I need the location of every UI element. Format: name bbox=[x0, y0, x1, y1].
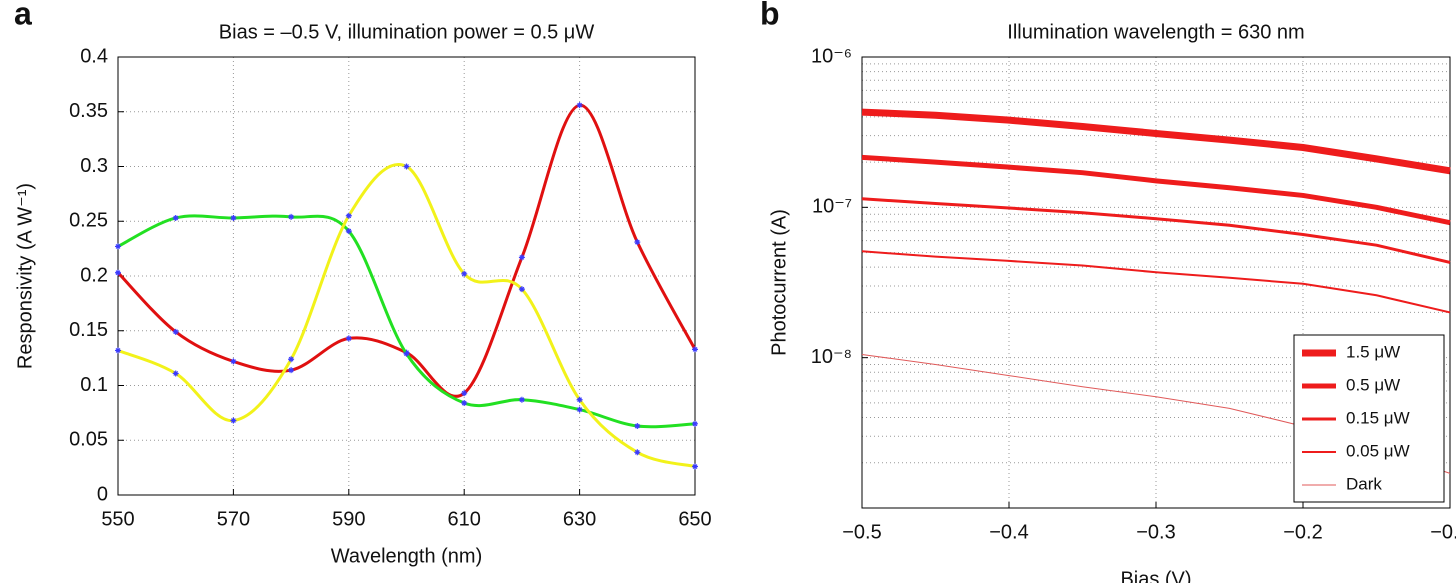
series-line bbox=[117, 214, 696, 429]
x-tick-label: 650 bbox=[678, 508, 711, 530]
marker bbox=[634, 239, 641, 246]
marker bbox=[518, 396, 525, 403]
y-tick-label: 0.35 bbox=[69, 100, 108, 122]
marker bbox=[172, 214, 179, 221]
y-tick-label: 10⁻⁷ bbox=[812, 196, 852, 218]
marker bbox=[115, 269, 121, 276]
marker bbox=[692, 346, 698, 353]
y-axis-label: Responsivity (A W⁻¹) bbox=[14, 183, 36, 369]
x-tick-label: −0.2 bbox=[1283, 521, 1322, 543]
y-tick-label: 10⁻⁶ bbox=[811, 45, 852, 67]
marker bbox=[345, 228, 352, 235]
y-tick-label: 0.25 bbox=[69, 210, 108, 232]
marker bbox=[288, 213, 295, 220]
y-tick-label: 10⁻⁸ bbox=[811, 346, 852, 368]
panel: a Bias = –0.5 V, illumination power = 0.5… bbox=[14, 0, 712, 567]
marker bbox=[692, 463, 698, 470]
y-tick-label: 0.2 bbox=[80, 264, 108, 286]
series-line bbox=[117, 163, 696, 468]
series-line bbox=[861, 108, 1451, 175]
marker bbox=[230, 358, 237, 365]
marker bbox=[230, 417, 237, 424]
legend-label: 1.5 μW bbox=[1346, 342, 1400, 361]
x-tick-label: 550 bbox=[101, 508, 134, 530]
marker bbox=[403, 350, 410, 357]
marker bbox=[172, 328, 179, 335]
marker bbox=[634, 449, 641, 456]
marker bbox=[115, 347, 121, 354]
x-tick-label: 590 bbox=[332, 508, 365, 530]
series-line bbox=[861, 250, 1451, 314]
y-tick-label: 0.3 bbox=[80, 155, 108, 177]
marker bbox=[230, 214, 237, 221]
plot-frame bbox=[117, 56, 696, 496]
marker bbox=[634, 423, 641, 430]
panel-label: b bbox=[760, 0, 780, 31]
y-tick-label: 0 bbox=[97, 483, 108, 505]
chart-title: Illumination wavelength = 630 nm bbox=[1007, 21, 1304, 43]
marker bbox=[403, 163, 410, 170]
panel-label: a bbox=[14, 0, 32, 31]
x-tick-label: 570 bbox=[217, 508, 250, 530]
x-tick-label: −0.1 bbox=[1430, 521, 1456, 543]
marker bbox=[461, 400, 468, 407]
series-line bbox=[861, 154, 1451, 226]
x-tick-label: 610 bbox=[448, 508, 481, 530]
panel: b Illumination wavelength = 630 nm Bias (V… bbox=[760, 0, 1456, 583]
marker bbox=[345, 212, 352, 219]
marker bbox=[576, 406, 583, 413]
legend-label: 0.05 μW bbox=[1346, 441, 1410, 460]
x-axis-label: Bias (V) bbox=[1120, 568, 1191, 583]
marker bbox=[576, 102, 583, 109]
y-tick-label: 0.4 bbox=[80, 45, 108, 67]
chart-title: Bias = –0.5 V, illumination power = 0.5 … bbox=[219, 21, 595, 43]
marker bbox=[461, 270, 468, 277]
x-tick-label: −0.4 bbox=[989, 521, 1028, 543]
marker bbox=[345, 335, 352, 342]
y-axis-label: Photocurrent (A) bbox=[768, 209, 790, 356]
marker bbox=[288, 356, 295, 363]
marker bbox=[288, 367, 295, 374]
marker bbox=[172, 370, 179, 377]
marker bbox=[692, 420, 698, 427]
x-tick-label: 630 bbox=[563, 508, 596, 530]
y-tick-label: 0.05 bbox=[69, 429, 108, 451]
marker bbox=[518, 286, 525, 293]
marker bbox=[518, 254, 525, 261]
x-tick-label: −0.5 bbox=[842, 521, 881, 543]
x-tick-label: −0.3 bbox=[1136, 521, 1175, 543]
series-line bbox=[861, 197, 1451, 264]
x-axis-label: Wavelength (nm) bbox=[331, 545, 483, 567]
y-tick-label: 0.1 bbox=[80, 374, 108, 396]
marker bbox=[576, 396, 583, 403]
marker bbox=[461, 390, 468, 397]
y-tick-label: 0.15 bbox=[69, 319, 108, 341]
legend-label: 0.5 μW bbox=[1346, 375, 1400, 394]
marker bbox=[115, 243, 121, 250]
legend-label: Dark bbox=[1346, 474, 1382, 493]
legend-label: 0.15 μW bbox=[1346, 408, 1410, 427]
plot-frame bbox=[861, 56, 1451, 509]
